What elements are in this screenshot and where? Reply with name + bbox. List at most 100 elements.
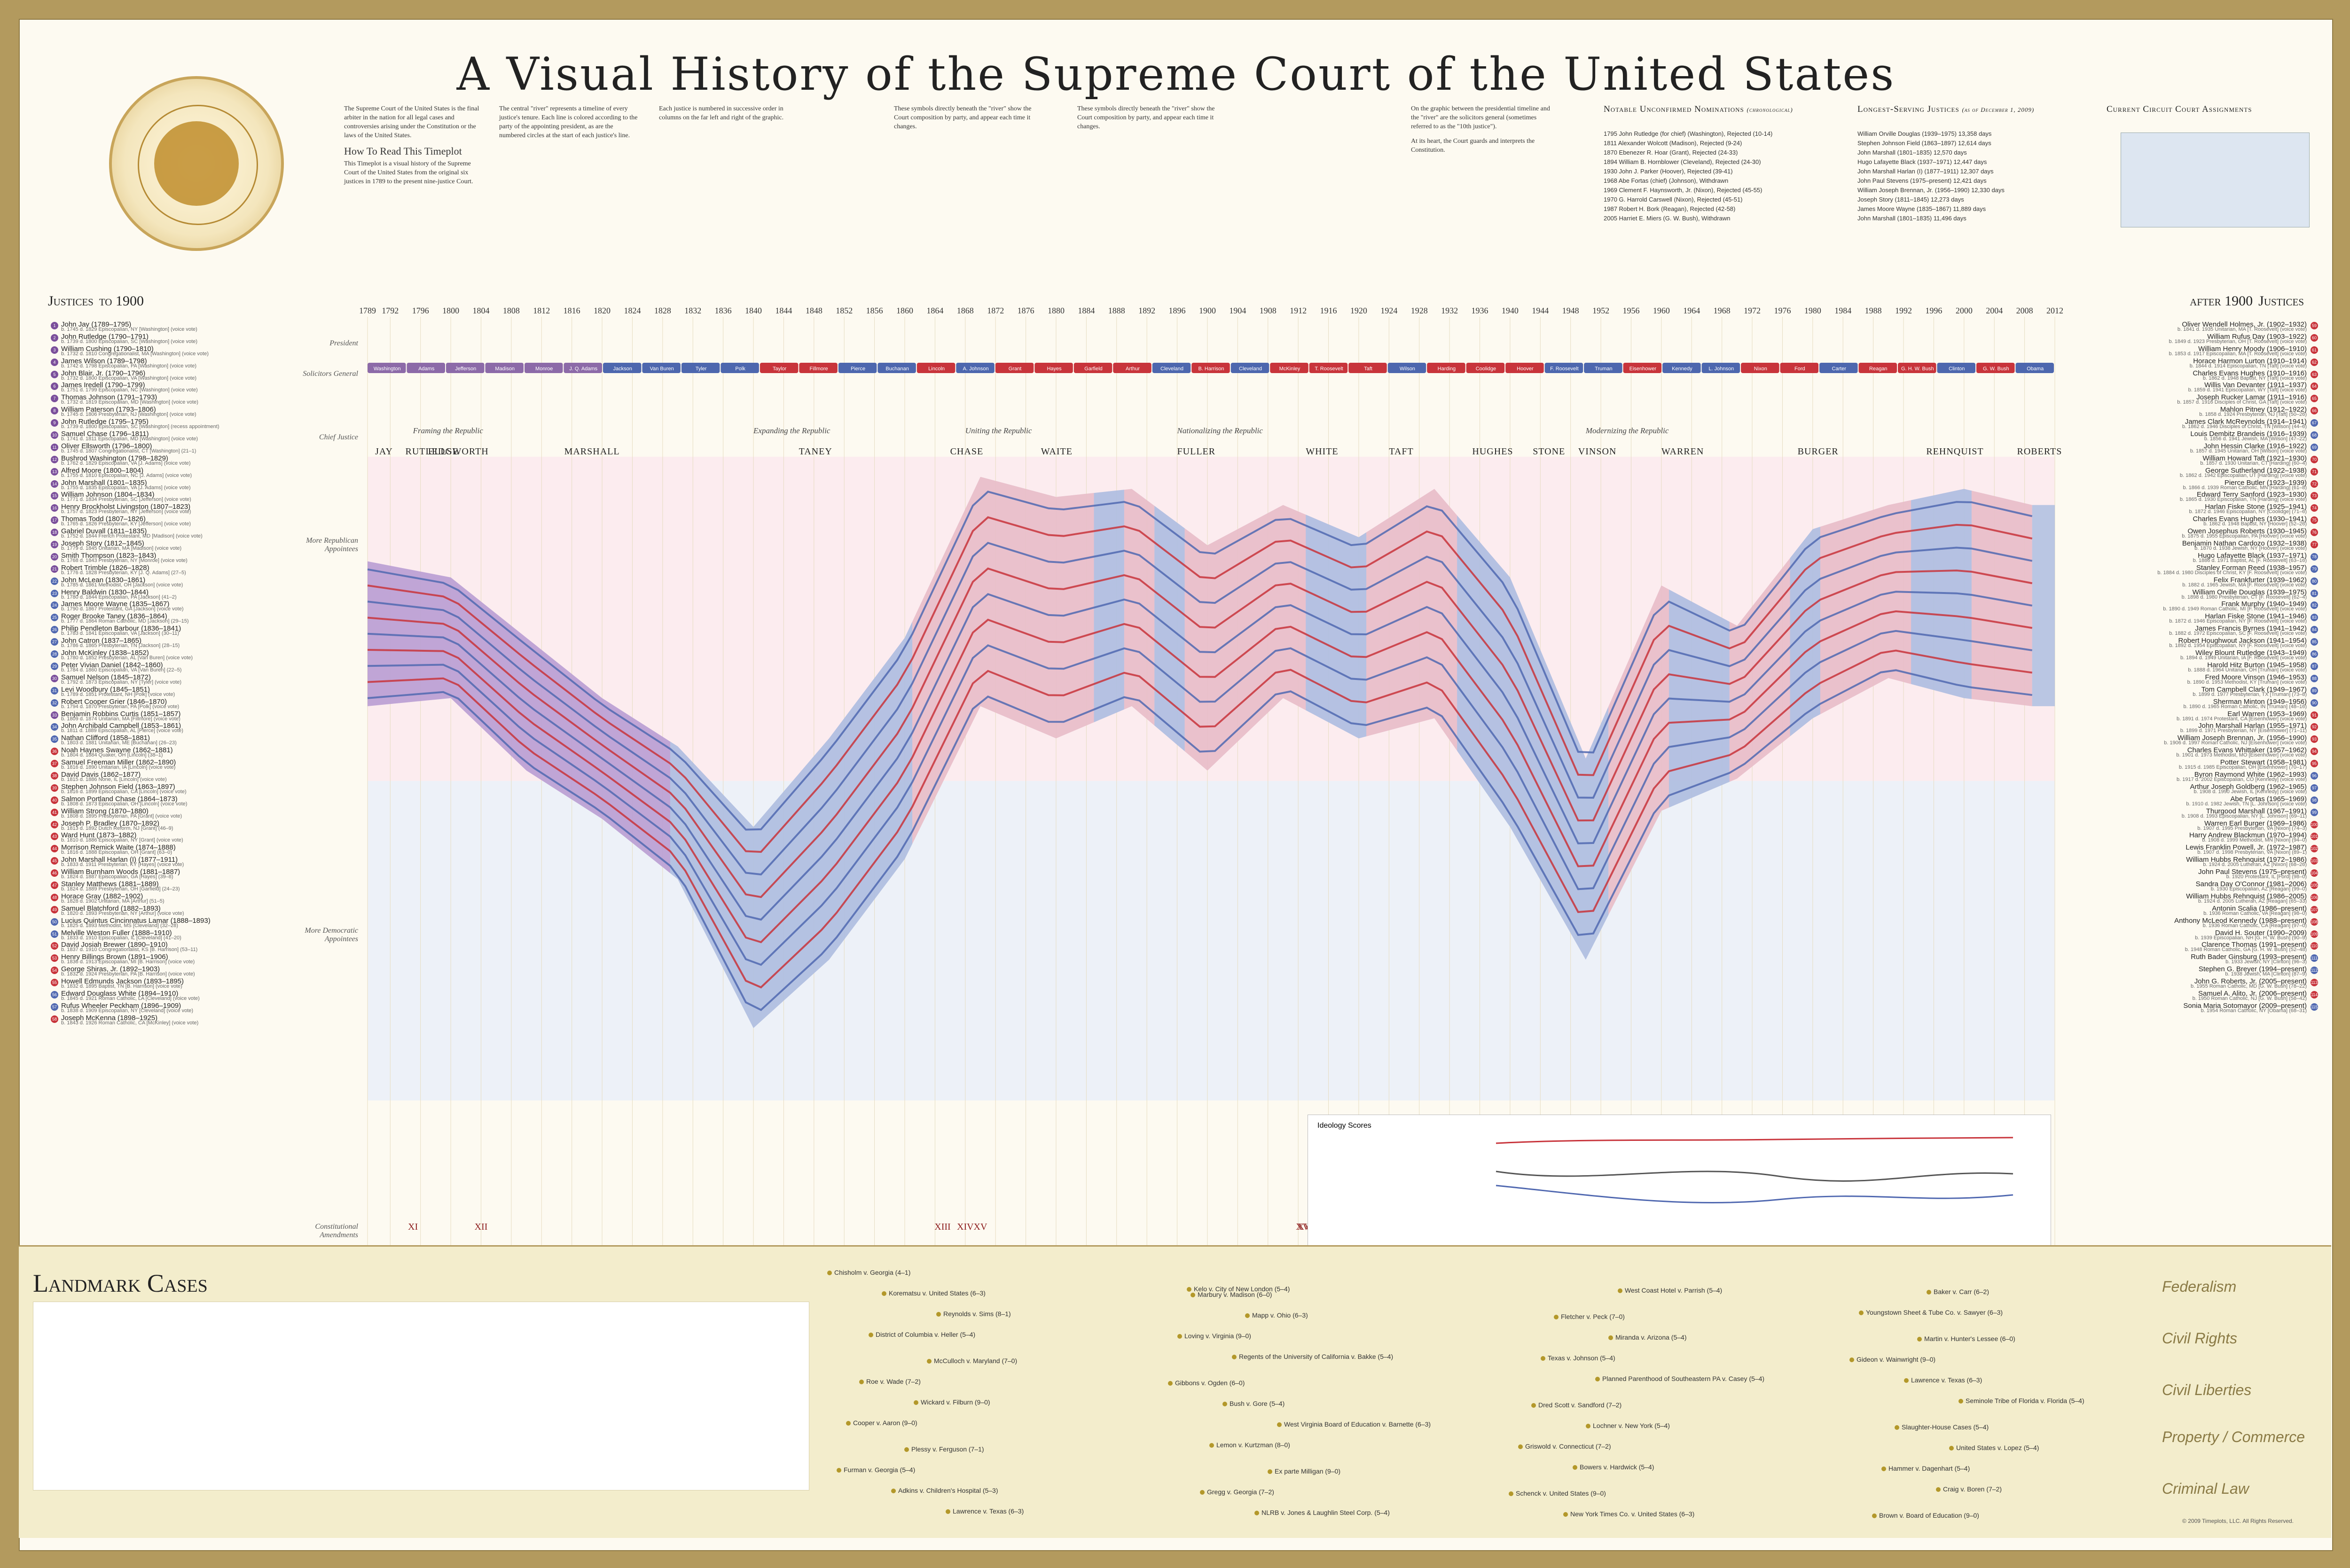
- landmark-case[interactable]: Reynolds v. Sims (8–1): [936, 1310, 1011, 1318]
- landmark-case[interactable]: Regents of the University of California …: [1232, 1353, 1393, 1360]
- justice-details: b. 1828 d. 1902 Unitarian, MA [Arthur] (…: [61, 898, 164, 904]
- landmark-case[interactable]: Planned Parenthood of Southeastern PA v.…: [1595, 1375, 1764, 1382]
- landmark-case[interactable]: Seminole Tribe of Florida v. Florida (5–…: [1958, 1397, 2084, 1404]
- justice-row: 71 George Sutherland (1922–1938) b. 1862 d…: [2078, 467, 2323, 479]
- justice-details: b. 1833 d. 1911 Presbyterian, KY [Hayes]…: [61, 862, 184, 868]
- justice-number-badge: 61: [2311, 346, 2318, 354]
- president-bar: [1780, 363, 1819, 373]
- landmark-case[interactable]: Korematsu v. United States (6–3): [882, 1289, 986, 1297]
- landmark-case[interactable]: Schenck v. United States (9–0): [1509, 1490, 1606, 1497]
- president-name: Fillmore: [810, 366, 828, 372]
- landmark-case[interactable]: Fletcher v. Peck (7–0): [1554, 1313, 1625, 1320]
- justice-number-badge: 72: [2311, 480, 2318, 488]
- justice-name: Alfred Moore (1800–1804): [61, 466, 144, 475]
- year-tick-top: 1884: [1078, 306, 1095, 315]
- landmark-case[interactable]: Bush v. Gore (5–4): [1222, 1400, 1285, 1407]
- landmark-case[interactable]: Marbury v. Madison (6–0): [1191, 1291, 1272, 1298]
- justice-name: Thomas Johnson (1791–1793): [61, 393, 157, 402]
- justice-row: 87 Harold Hitz Burton (1945–1958) b. 1888 …: [2078, 661, 2323, 673]
- justice-row: 78 Hugo Lafayette Black (1937–1971) b. 188…: [2078, 552, 2323, 564]
- unconfirmed-item: 1987 Robert H. Bork (Reagan), Rejected (…: [1604, 205, 1736, 212]
- justice-details: b. 1844 d. 1914 Episcopalian, TN [Taft] …: [2189, 363, 2307, 369]
- landmark-case[interactable]: Martin v. Hunter's Lessee (6–0): [1917, 1335, 2015, 1342]
- row-label-more-democratic: More Democratic Appointees: [305, 927, 358, 943]
- justice-details: b. 1815 d. 1886 None, IL [Lincoln] (voic…: [61, 776, 167, 782]
- landmark-case[interactable]: Griswold v. Connecticut (7–2): [1518, 1443, 1611, 1450]
- justice-name: Gabriel Duvall (1811–1835): [61, 527, 147, 536]
- party-strip: [670, 622, 913, 1028]
- justice-number-badge: 103: [2311, 857, 2318, 865]
- landmark-case[interactable]: West Coast Hotel v. Parrish (5–4): [1618, 1287, 1722, 1294]
- landmark-case[interactable]: Furman v. Georgia (5–4): [837, 1466, 915, 1474]
- justice-details: b. 1765 d. 1826 Presbyterian, KY [Jeffer…: [61, 521, 191, 527]
- justice-name: Smith Thompson (1823–1843): [61, 551, 157, 560]
- justice-number-badge: 66: [2311, 407, 2318, 415]
- justice-row: 101 Harry Andrew Blackmun (1970–1994) b. 1…: [2078, 831, 2323, 843]
- landmark-case[interactable]: Chisholm v. Georgia (4–1): [827, 1269, 910, 1276]
- landmark-case[interactable]: Gibbons v. Ogden (6–0): [1168, 1379, 1245, 1387]
- landmark-case[interactable]: Kelo v. City of New London (5–4): [1187, 1285, 1290, 1293]
- landmark-case[interactable]: Lemon v. Kurtzman (8–0): [1209, 1441, 1290, 1449]
- justice-details: b. 1890 d. 1953 Methodist, KY [Truman] (…: [2187, 679, 2307, 685]
- president-bar: [564, 363, 602, 373]
- justice-details: b. 1859 d. 1941 Episcopalian, WY [Taft] …: [2188, 387, 2307, 393]
- justice-row: 5 John Blair, Jr. (1790–1796) b. 1732 d. 1…: [39, 369, 283, 382]
- landmark-case[interactable]: Loving v. Virginia (9–0): [1177, 1332, 1251, 1340]
- justice-details: b. 1872 d. 1946 Episcopalian, NY [F. Roo…: [2169, 618, 2307, 624]
- landmark-case[interactable]: Hammer v. Dagenhart (5–4): [1881, 1465, 1970, 1472]
- landmark-case[interactable]: Lochner v. New York (5–4): [1586, 1422, 1670, 1429]
- landmark-case[interactable]: Youngstown Sheet & Tube Co. v. Sawyer (6…: [1859, 1309, 2003, 1316]
- justice-details: b. 1739 d. 1800 Episcopalian, SC [Washin…: [61, 338, 198, 344]
- justice-details: b. 1825 d. 1893 Methodist, MS [Cleveland…: [61, 922, 178, 928]
- justice-name: James Wilson (1789–1798): [61, 357, 147, 365]
- landmark-case[interactable]: Plessy v. Ferguson (7–1): [904, 1445, 984, 1453]
- landmark-case[interactable]: Baker v. Carr (6–2): [1927, 1288, 1989, 1295]
- justice-number-badge: 56: [51, 991, 58, 999]
- landmark-case[interactable]: NLRB v. Jones & Laughlin Steel Corp. (5–…: [1254, 1509, 1390, 1516]
- landmark-case[interactable]: Slaughter-House Cases (5–4): [1895, 1423, 1989, 1431]
- justice-name: Sandra Day O'Connor (1981–2006): [2195, 880, 2307, 888]
- landmark-case[interactable]: Brown v. Board of Education (9–0): [1872, 1512, 1979, 1519]
- longest-item: Stephen Johnson Field (1863–1897) 12,614…: [1857, 140, 1991, 147]
- justice-number-badge: 54: [51, 967, 58, 975]
- justice-details: b. 1813 d. 1892 Dutch Reform, NJ [Grant]…: [61, 825, 173, 831]
- landmark-case[interactable]: Cooper v. Aaron (9–0): [846, 1419, 917, 1427]
- party-strip: [912, 476, 1094, 844]
- justice-row: 3 William Cushing (1790–1810) b. 1732 d. 1…: [39, 345, 283, 357]
- left-heading-main: Justices: [48, 293, 94, 309]
- landmark-case[interactable]: Gideon v. Wainwright (9–0): [1849, 1356, 1935, 1363]
- justice-row: 73 Edward Terry Sanford (1923–1930) b. 186…: [2078, 491, 2323, 503]
- year-tick-top: 1936: [1472, 306, 1488, 315]
- justice-number-badge: 57: [51, 1003, 58, 1011]
- justice-details: b. 1948 Roman Catholic, GA [G. H. W. Bus…: [2185, 947, 2307, 953]
- justice-details: b. 1836 d. 1913 Episcopalian, MI [B. Har…: [61, 959, 195, 965]
- landmark-case[interactable]: Roe v. Wade (7–2): [859, 1378, 921, 1385]
- landmark-case[interactable]: West Virginia Board of Education v. Barn…: [1277, 1420, 1431, 1428]
- justice-name: Roger Brooke Taney (1836–1864): [61, 612, 167, 621]
- landmark-case[interactable]: Miranda v. Arizona (5–4): [1608, 1334, 1686, 1341]
- landmark-case[interactable]: Lawrence v. Texas (6–3): [1904, 1376, 1982, 1384]
- landmark-case[interactable]: Ex parte Milligan (9–0): [1268, 1467, 1340, 1475]
- justice-name: Philip Pendleton Barbour (1836–1841): [61, 624, 181, 633]
- justice-number-badge: 30: [51, 674, 58, 682]
- landmark-case[interactable]: United States v. Lopez (5–4): [1949, 1444, 2039, 1451]
- justice-name: Robert Trimble (1826–1828): [61, 563, 149, 572]
- justice-row: 76 Owen Josephus Roberts (1930–1945) b. 18…: [2078, 527, 2323, 539]
- landmark-case[interactable]: New York Times Co. v. United States (6–3…: [1563, 1510, 1694, 1518]
- landmark-case[interactable]: McCulloch v. Maryland (7–0): [927, 1357, 1017, 1365]
- landmark-case[interactable]: Gregg v. Georgia (7–2): [1200, 1488, 1274, 1496]
- president-bar: [995, 363, 1034, 373]
- landmark-case[interactable]: Bowers v. Hardwick (5–4): [1573, 1463, 1654, 1471]
- president-name: G. H. W. Bush: [1901, 366, 1934, 372]
- landmark-case[interactable]: Adkins v. Children's Hospital (5–3): [891, 1487, 998, 1494]
- justice-row: 103 William Hubbs Rehnquist (1972–1986) b.…: [2078, 856, 2323, 868]
- landmark-case[interactable]: Craig v. Boren (7–2): [1936, 1485, 2002, 1493]
- landmark-case[interactable]: Mapp v. Ohio (6–3): [1245, 1311, 1308, 1319]
- landmark-case[interactable]: Dred Scott v. Sandford (7–2): [1531, 1401, 1622, 1409]
- landmark-case[interactable]: District of Columbia v. Heller (5–4): [869, 1331, 975, 1338]
- landmark-case[interactable]: Wickard v. Filburn (9–0): [914, 1398, 990, 1406]
- landmark-case[interactable]: Texas v. Johnson (5–4): [1541, 1354, 1615, 1362]
- landmark-case[interactable]: Lawrence v. Texas (6–3): [946, 1507, 1024, 1515]
- justice-details: b. 1790 d. 1867 Protestant, GA [Jackson]…: [61, 606, 184, 612]
- year-tick-top: 1916: [1320, 306, 1337, 315]
